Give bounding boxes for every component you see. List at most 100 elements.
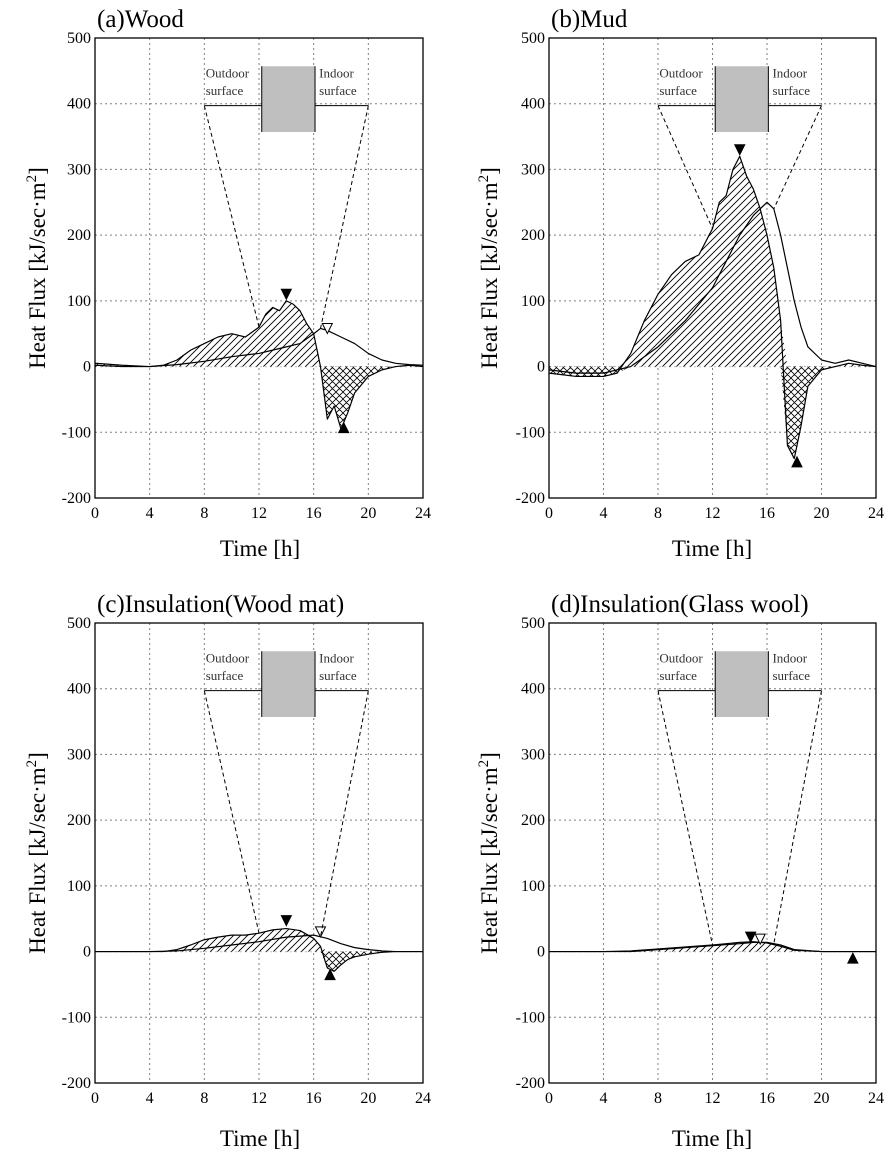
y-tick-label: -200 <box>516 490 545 507</box>
x-tick-label: 24 <box>868 1090 884 1107</box>
y-tick-label: -200 <box>62 1075 91 1092</box>
y-axis-label-main: Heat Flux [kJ/sec·m <box>477 767 502 954</box>
y-tick-label: 300 <box>67 161 91 178</box>
x-tick-label: 12 <box>251 1090 267 1107</box>
wall-section <box>715 651 769 717</box>
indoor-leader-line <box>773 105 822 210</box>
y-tick-label: 300 <box>521 746 545 763</box>
x-tick-label: 12 <box>251 505 267 522</box>
x-tick-label: 24 <box>415 505 431 522</box>
loss-hatch-area <box>95 366 423 429</box>
y-tick-label: 100 <box>67 878 91 895</box>
loss-hatch-area <box>95 951 423 972</box>
plot-frame <box>548 622 877 1084</box>
y-tick-label: -100 <box>62 424 91 441</box>
outdoor-leader-line <box>657 690 713 946</box>
peak-marker <box>321 322 334 335</box>
y-tick-label: 500 <box>521 30 545 47</box>
y-tick-label: 400 <box>67 96 91 113</box>
x-tick-label: 0 <box>91 505 99 522</box>
y-axis-label-sup: 2 <box>476 175 492 183</box>
loss-hatch-area <box>549 366 876 459</box>
x-tick-label: 8 <box>200 1090 208 1107</box>
wall-section <box>715 66 769 132</box>
y-axis-label-main: Heat Flux [kJ/sec·m <box>25 767 50 954</box>
y-tick-label: -200 <box>62 490 91 507</box>
x-tick-label: 4 <box>600 1090 608 1107</box>
trough-marker <box>337 421 350 434</box>
y-axis-label-main: Heat Flux [kJ/sec·m <box>477 182 502 369</box>
x-tick-label: 4 <box>146 1090 154 1107</box>
y-tick-label: 200 <box>521 812 545 829</box>
x-tick-label: 24 <box>868 505 884 522</box>
peak-marker <box>733 144 746 156</box>
y-tick-label: 300 <box>521 161 545 178</box>
outdoor-surface-line <box>95 927 423 972</box>
y-axis-label-sup: 2 <box>24 175 40 183</box>
peak-marker <box>744 931 757 944</box>
y-tick-label: 500 <box>67 615 91 632</box>
peak-marker <box>314 926 327 938</box>
y-axis-label-end: ] <box>25 752 50 760</box>
x-tick-label: 8 <box>654 1090 662 1107</box>
x-tick-label: 12 <box>705 505 721 522</box>
y-tick-label: 0 <box>83 359 91 376</box>
x-tick-label: 20 <box>360 505 376 522</box>
outdoor-leader-line <box>203 105 260 328</box>
indoor-surface-line <box>94 327 424 368</box>
x-axis-label: Time [h] <box>672 536 752 561</box>
indoor-surface-line <box>549 941 876 953</box>
y-tick-label: -100 <box>516 424 545 441</box>
outdoor-label: surface <box>659 83 697 98</box>
y-tick-label: 100 <box>67 293 91 310</box>
y-axis-label-sup: 2 <box>24 760 40 768</box>
x-tick-label: 0 <box>545 505 553 522</box>
plot-frame <box>548 37 877 499</box>
x-axis-label: Time [h] <box>220 1126 300 1151</box>
trough-marker <box>847 952 859 964</box>
y-tick-label: 400 <box>67 681 91 698</box>
y-tick-label: 0 <box>537 944 545 961</box>
indoor-leader-line <box>320 690 369 937</box>
x-tick-label: 20 <box>814 505 830 522</box>
outdoor-label: Outdoor <box>206 650 250 665</box>
y-tick-label: 0 <box>537 359 545 376</box>
y-tick-label: 200 <box>67 812 91 829</box>
x-tick-label: 8 <box>200 505 208 522</box>
x-tick-label: 16 <box>759 1090 775 1107</box>
trough-marker <box>791 455 803 468</box>
x-tick-label: 4 <box>146 505 154 522</box>
plot-frame <box>94 622 424 1084</box>
indoor-label: Indoor <box>772 65 807 80</box>
x-tick-label: 20 <box>814 1090 830 1107</box>
gain-hatch-area <box>549 156 876 367</box>
y-axis-label: Heat Flux [kJ/sec·m2] <box>24 752 50 954</box>
y-axis-label-sup: 2 <box>476 760 492 768</box>
y-axis-label: Heat Flux [kJ/sec·m2] <box>476 752 502 954</box>
outdoor-label: Outdoor <box>659 65 703 80</box>
indoor-surface-line <box>95 934 423 953</box>
y-tick-label: 500 <box>521 615 545 632</box>
y-tick-label: -100 <box>516 1009 545 1026</box>
trough-marker <box>324 968 336 981</box>
gain-hatch-area <box>95 300 423 367</box>
peak-marker <box>280 288 293 301</box>
y-tick-label: 0 <box>83 944 91 961</box>
wall-section <box>261 66 316 132</box>
panel-title: (b)Mud <box>551 6 628 33</box>
x-tick-label: 0 <box>91 1090 99 1107</box>
panel-title: (a)Wood <box>97 6 184 33</box>
indoor-label: Indoor <box>319 650 354 665</box>
wall-section <box>261 651 316 717</box>
outdoor-surface-line <box>94 300 424 430</box>
y-tick-label: 200 <box>521 227 545 244</box>
indoor-label: surface <box>772 668 810 683</box>
y-tick-label: 300 <box>67 746 91 763</box>
outdoor-label: Outdoor <box>659 650 703 665</box>
y-axis-label-end: ] <box>25 167 50 175</box>
